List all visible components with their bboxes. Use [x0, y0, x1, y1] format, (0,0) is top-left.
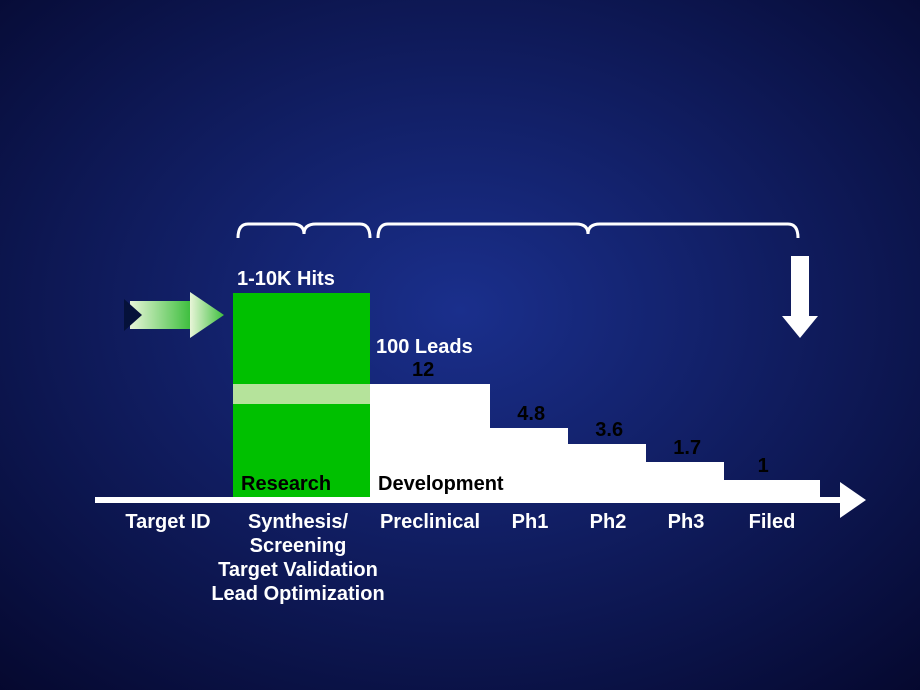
x-label: Ph1 [512, 511, 549, 533]
value-label: 1 [758, 455, 769, 477]
chart-canvas: ResearchDevelopment 1-10K Hits100 Leads1… [0, 0, 920, 690]
value-label: 4.8 [517, 403, 545, 425]
value-label: 3.6 [595, 419, 623, 441]
x-label: Preclinical [380, 511, 480, 533]
x-label: Ph2 [590, 511, 627, 533]
mid-label: 100 Leads [376, 336, 473, 358]
x-label: Target ID [125, 511, 210, 533]
bar-segment [233, 346, 370, 384]
x-label: Target Validation [218, 559, 378, 581]
section-label: Development [378, 473, 504, 495]
slide: TRADITIONAL PHARMACEUTICAL R&D Suffers H… [0, 0, 920, 690]
value-label: 1-10K Hits [237, 268, 335, 290]
x-label: Ph3 [668, 511, 705, 533]
value-label: 1.7 [673, 437, 701, 459]
x-label: Screening [250, 535, 347, 557]
x-label: Lead Optimization [211, 583, 384, 605]
bar [568, 444, 646, 500]
bar-segment [233, 293, 370, 346]
bar [646, 462, 724, 500]
section-label: Research [241, 473, 331, 495]
bar-segment [233, 384, 370, 404]
x-label: Synthesis/ [248, 511, 348, 533]
value-label: 12 [412, 359, 434, 381]
x-label: Filed [749, 511, 796, 533]
